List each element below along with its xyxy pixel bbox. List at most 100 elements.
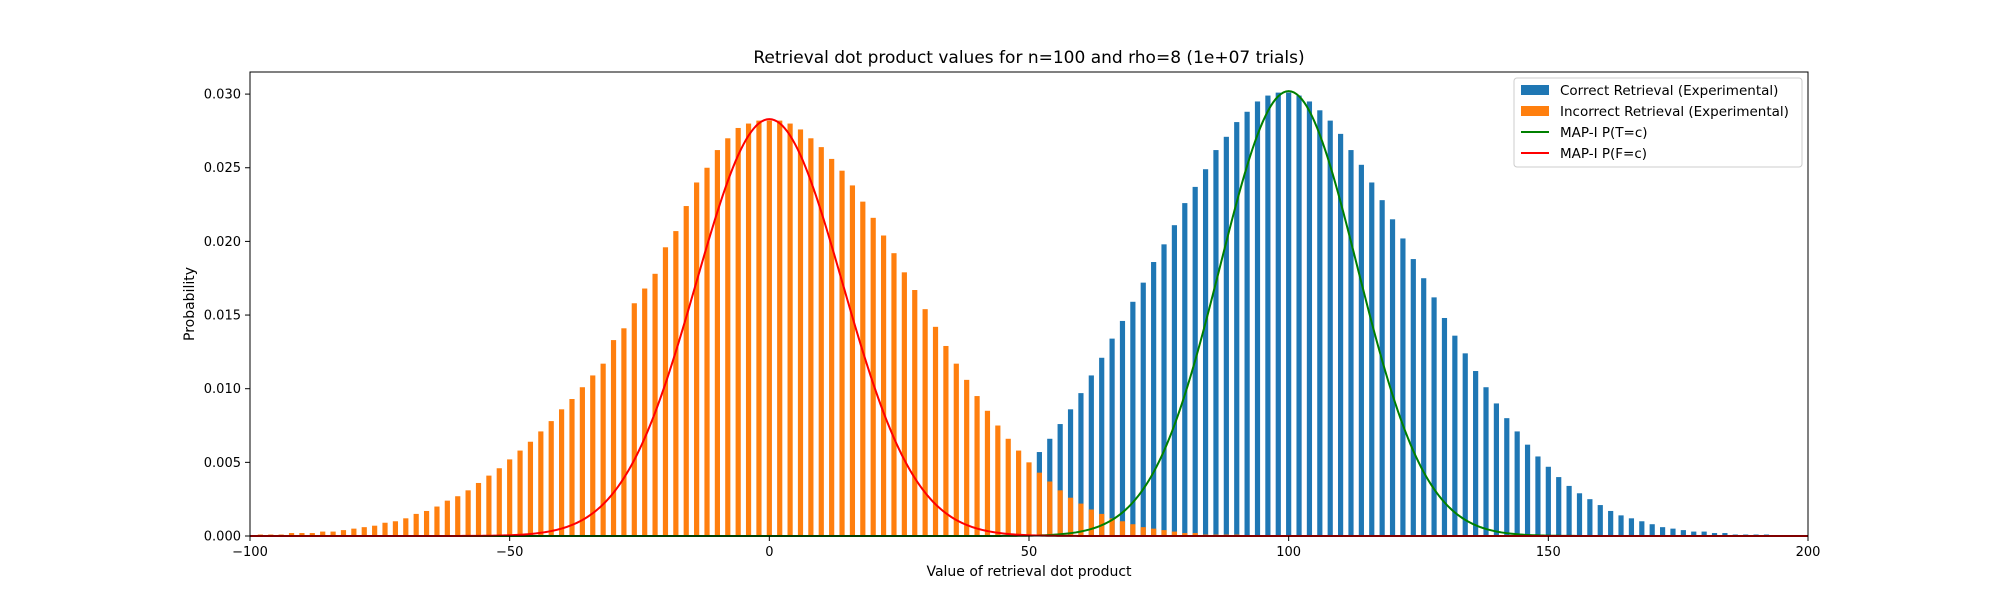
correct-bar (1711, 533, 1718, 536)
correct-bar (1597, 505, 1603, 536)
incorrect-bar (756, 120, 762, 537)
correct-bar (1545, 466, 1551, 536)
incorrect-bar (1005, 438, 1011, 536)
incorrect-bar (590, 375, 596, 536)
incorrect-bar (507, 459, 513, 536)
incorrect-bar (891, 253, 897, 536)
incorrect-bar (694, 182, 700, 537)
legend-label-map-true: MAP-I P(T=c) (1560, 125, 1648, 141)
incorrect-bar (1109, 518, 1115, 536)
incorrect-bar (579, 387, 585, 536)
incorrect-bar (1192, 533, 1198, 536)
legend-label-map-false: MAP-I P(F=c) (1560, 146, 1647, 162)
incorrect-bar (434, 506, 440, 536)
incorrect-bar (860, 201, 866, 536)
incorrect-bar (662, 247, 669, 537)
x-tick-label: 50 (1021, 545, 1038, 560)
x-axis: −100 −50 0 50 100 150 200 (232, 536, 1820, 560)
incorrect-bar (569, 399, 575, 536)
incorrect-bar (839, 170, 845, 536)
y-axis: 0.000 0.005 0.010 0.015 0.020 0.025 0.030 (204, 88, 250, 545)
incorrect-bar (340, 530, 347, 536)
correct-bar (1286, 92, 1292, 537)
correct-bar (1483, 387, 1489, 536)
y-tick-label: 0.025 (204, 161, 241, 176)
incorrect-bar (455, 496, 461, 536)
correct-bar (1473, 371, 1479, 536)
correct-bar (1452, 335, 1458, 536)
y-tick-label: 0.000 (204, 530, 241, 545)
incorrect-bar (745, 123, 752, 536)
legend-box (1513, 77, 1803, 168)
correct-bar (1379, 200, 1385, 536)
incorrect-bar (299, 533, 305, 536)
correct-bar (1608, 510, 1614, 536)
x-tick-label: 100 (1276, 545, 1301, 560)
incorrect-bar (1078, 503, 1084, 536)
incorrect-bar (475, 482, 482, 536)
correct-bar (1421, 278, 1427, 536)
correct-bar (1680, 530, 1686, 536)
correct-bar (1182, 203, 1188, 536)
correct-bar (1649, 524, 1655, 536)
incorrect-bar (1067, 497, 1074, 536)
incorrect-bar (330, 531, 336, 536)
legend-swatch-incorrect (1521, 106, 1549, 116)
incorrect-bar (1026, 462, 1032, 536)
incorrect-bar (849, 185, 856, 537)
incorrect-bar (984, 410, 991, 536)
correct-bar (1514, 431, 1520, 536)
incorrect-bar (1047, 481, 1053, 536)
correct-bar (1587, 499, 1593, 536)
incorrect-bar (642, 288, 648, 536)
incorrect-bar (901, 272, 907, 536)
y-tick-label: 0.005 (204, 456, 241, 471)
incorrect-bar (943, 345, 949, 536)
incorrect-bar (1130, 524, 1136, 536)
incorrect-bar (1182, 533, 1188, 536)
correct-bar (1275, 92, 1281, 537)
correct-bar (1348, 150, 1354, 536)
correct-bar (1628, 518, 1635, 536)
incorrect-bar (995, 425, 1001, 536)
y-axis-title: Probability (182, 267, 198, 341)
incorrect-bar (631, 303, 637, 536)
correct-bar (1524, 444, 1531, 536)
correct-bar (1639, 521, 1645, 536)
correct-bar (1400, 238, 1406, 536)
correct-bar (1566, 485, 1572, 536)
correct-bar (1701, 531, 1707, 536)
correct-bar (1265, 95, 1271, 536)
incorrect-bar (1016, 450, 1022, 536)
incorrect-bar (392, 521, 399, 536)
y-tick-label: 0.020 (204, 235, 241, 250)
correct-bar (1140, 282, 1146, 536)
correct-bar (1130, 301, 1136, 536)
incorrect-bar (527, 441, 534, 536)
correct-bar (1535, 456, 1541, 536)
correct-bar (1670, 528, 1676, 536)
x-tick-label: −50 (496, 545, 523, 560)
correct-bar (1659, 527, 1666, 536)
incorrect-bar (548, 421, 554, 536)
chart-title: Retrieval dot product values for n=100 a… (753, 48, 1304, 68)
incorrect-bar (652, 273, 658, 536)
incorrect-bar (423, 510, 430, 536)
incorrect-bar (621, 328, 627, 536)
incorrect-bar (1088, 509, 1094, 536)
y-tick-label: 0.015 (204, 309, 241, 324)
correct-bar (1109, 338, 1115, 536)
incorrect-bar (382, 522, 388, 536)
correct-bar (1223, 136, 1229, 536)
incorrect-bar (870, 217, 876, 536)
correct-bar (1410, 259, 1416, 536)
correct-bar (1327, 120, 1333, 537)
legend: Correct Retrieval (Experimental) Incorre… (1513, 77, 1803, 168)
x-tick-label: 150 (1536, 545, 1561, 560)
incorrect-bar (1119, 521, 1126, 536)
correct-bar (1493, 403, 1499, 536)
y-tick-label: 0.030 (204, 88, 241, 103)
correct-bar (1369, 182, 1375, 537)
correct-bar (1254, 101, 1261, 537)
